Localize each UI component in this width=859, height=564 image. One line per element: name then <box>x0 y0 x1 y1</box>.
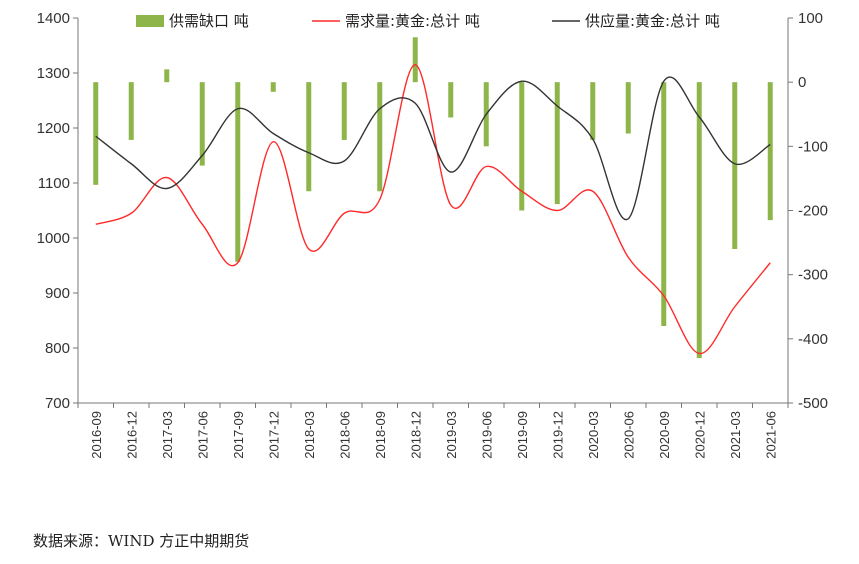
gap-bar <box>767 82 773 221</box>
legend-label: 供应量:黄金:总计 吨 <box>585 12 720 30</box>
gap-bar <box>412 37 418 83</box>
source-note: 数据来源：WIND 方正中期期货 <box>33 532 250 550</box>
legend-label: 需求量:黄金:总计 吨 <box>345 12 480 30</box>
gap-bar <box>93 82 99 185</box>
gap-bar <box>199 82 205 166</box>
gap-bar <box>732 82 738 250</box>
gap-bar <box>661 82 667 327</box>
right-tick-label: -200 <box>798 203 828 220</box>
x-tick-label: 2018-06 <box>337 411 352 459</box>
left-tick-label: 1400 <box>37 10 70 27</box>
right-tick-label: -300 <box>798 267 828 284</box>
x-tick-label: 2018-03 <box>302 411 317 459</box>
x-tick-label: 2017-06 <box>195 411 210 459</box>
right-tick-label: 0 <box>798 74 806 91</box>
left-tick-label: 900 <box>45 285 70 302</box>
x-tick-label: 2017-09 <box>231 411 246 459</box>
right-tick-label: 100 <box>798 10 823 27</box>
x-tick-label: 2018-12 <box>408 411 423 459</box>
gap-bar <box>519 82 525 211</box>
gap-bar <box>306 82 312 192</box>
left-tick-label: 1300 <box>37 65 70 82</box>
x-tick-label: 2018-09 <box>373 411 388 459</box>
legend: 供需缺口 吨 需求量:黄金:总计 吨 供应量:黄金:总计 吨 <box>136 12 720 30</box>
x-tick-label: 2020-03 <box>586 411 601 459</box>
x-tick-label: 2021-03 <box>728 411 743 459</box>
x-tick-label: 2019-12 <box>550 411 565 459</box>
gap-bar <box>625 82 631 134</box>
gap-bar <box>164 69 170 83</box>
x-tick-label: 2017-03 <box>160 411 175 459</box>
x-tick-label: 2020-06 <box>621 411 636 459</box>
gap-bar <box>377 82 383 192</box>
gap-bar <box>128 82 134 140</box>
x-tick-label: 2019-09 <box>515 411 530 459</box>
x-tick-label: 2016-09 <box>89 411 104 459</box>
gap-bar <box>696 82 702 359</box>
left-tick-label: 800 <box>45 340 70 357</box>
legend-swatch-gap <box>136 15 164 27</box>
gap-bar <box>270 82 276 92</box>
gap-bars <box>93 37 773 359</box>
gap-bar <box>235 82 241 262</box>
left-tick-label: 1000 <box>37 230 70 247</box>
legend-label: 供需缺口 吨 <box>169 12 249 30</box>
left-tick-label: 700 <box>45 395 70 412</box>
axes: 70080090010001100120013001400-500-400-30… <box>37 10 828 459</box>
supply-line <box>95 76 771 221</box>
x-tick-label: 2019-06 <box>479 411 494 459</box>
x-tick-label: 2021-06 <box>763 411 778 459</box>
left-tick-label: 1200 <box>37 120 70 137</box>
left-tick-label: 1100 <box>38 175 70 192</box>
x-tick-label: 2020-12 <box>692 411 707 459</box>
series-lines <box>95 64 771 355</box>
gap-bar <box>554 82 560 205</box>
x-tick-label: 2017-12 <box>266 411 281 459</box>
gap-bar <box>341 82 347 140</box>
gap-bar <box>448 82 454 118</box>
x-tick-label: 2020-09 <box>657 411 672 459</box>
demand-line <box>95 64 771 355</box>
x-tick-label: 2016-12 <box>124 411 139 459</box>
right-tick-label: -100 <box>798 138 828 155</box>
gap-bar <box>590 82 596 140</box>
x-tick-label: 2019-03 <box>444 411 459 459</box>
right-tick-label: -400 <box>798 331 828 348</box>
right-tick-label: -500 <box>798 395 828 412</box>
